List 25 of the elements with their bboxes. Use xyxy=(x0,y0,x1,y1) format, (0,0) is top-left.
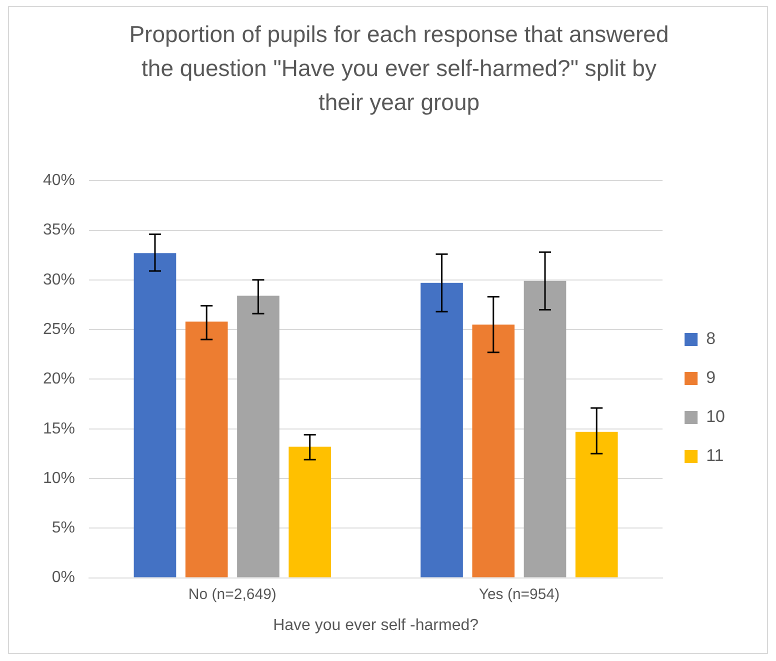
x-tick-label: No (n=2,649) xyxy=(188,586,276,603)
y-tick-label: 40% xyxy=(42,172,76,190)
legend-label: 10 xyxy=(706,407,726,426)
bar xyxy=(134,253,176,578)
bar xyxy=(420,282,463,578)
chart-title: Proportion of pupils for each response that answered the question "Have you ever self-harmed?" split by their year group xyxy=(128,20,670,117)
legend-label: 11 xyxy=(706,446,724,466)
bar xyxy=(288,446,332,578)
y-tick-label: 30% xyxy=(42,271,76,288)
y-tick-label: 15% xyxy=(42,420,76,438)
y-tick-label: 25% xyxy=(42,320,76,338)
bar xyxy=(237,296,280,578)
y-tick-label: 35% xyxy=(42,222,76,239)
y-tick-label: 0% xyxy=(52,569,76,586)
legend-label: 9 xyxy=(706,368,716,388)
x-tick-label: Yes (n=954) xyxy=(478,586,560,603)
x-axis-title: Have you ever self -harmed? xyxy=(273,616,479,634)
bar xyxy=(575,432,618,578)
legend-label: 8 xyxy=(706,329,716,348)
bar xyxy=(524,280,566,578)
bar xyxy=(472,324,515,578)
bar xyxy=(185,322,228,578)
y-tick-label: 20% xyxy=(42,370,76,388)
y-tick-label: 5% xyxy=(52,520,76,537)
y-tick-label: 10% xyxy=(42,470,76,487)
